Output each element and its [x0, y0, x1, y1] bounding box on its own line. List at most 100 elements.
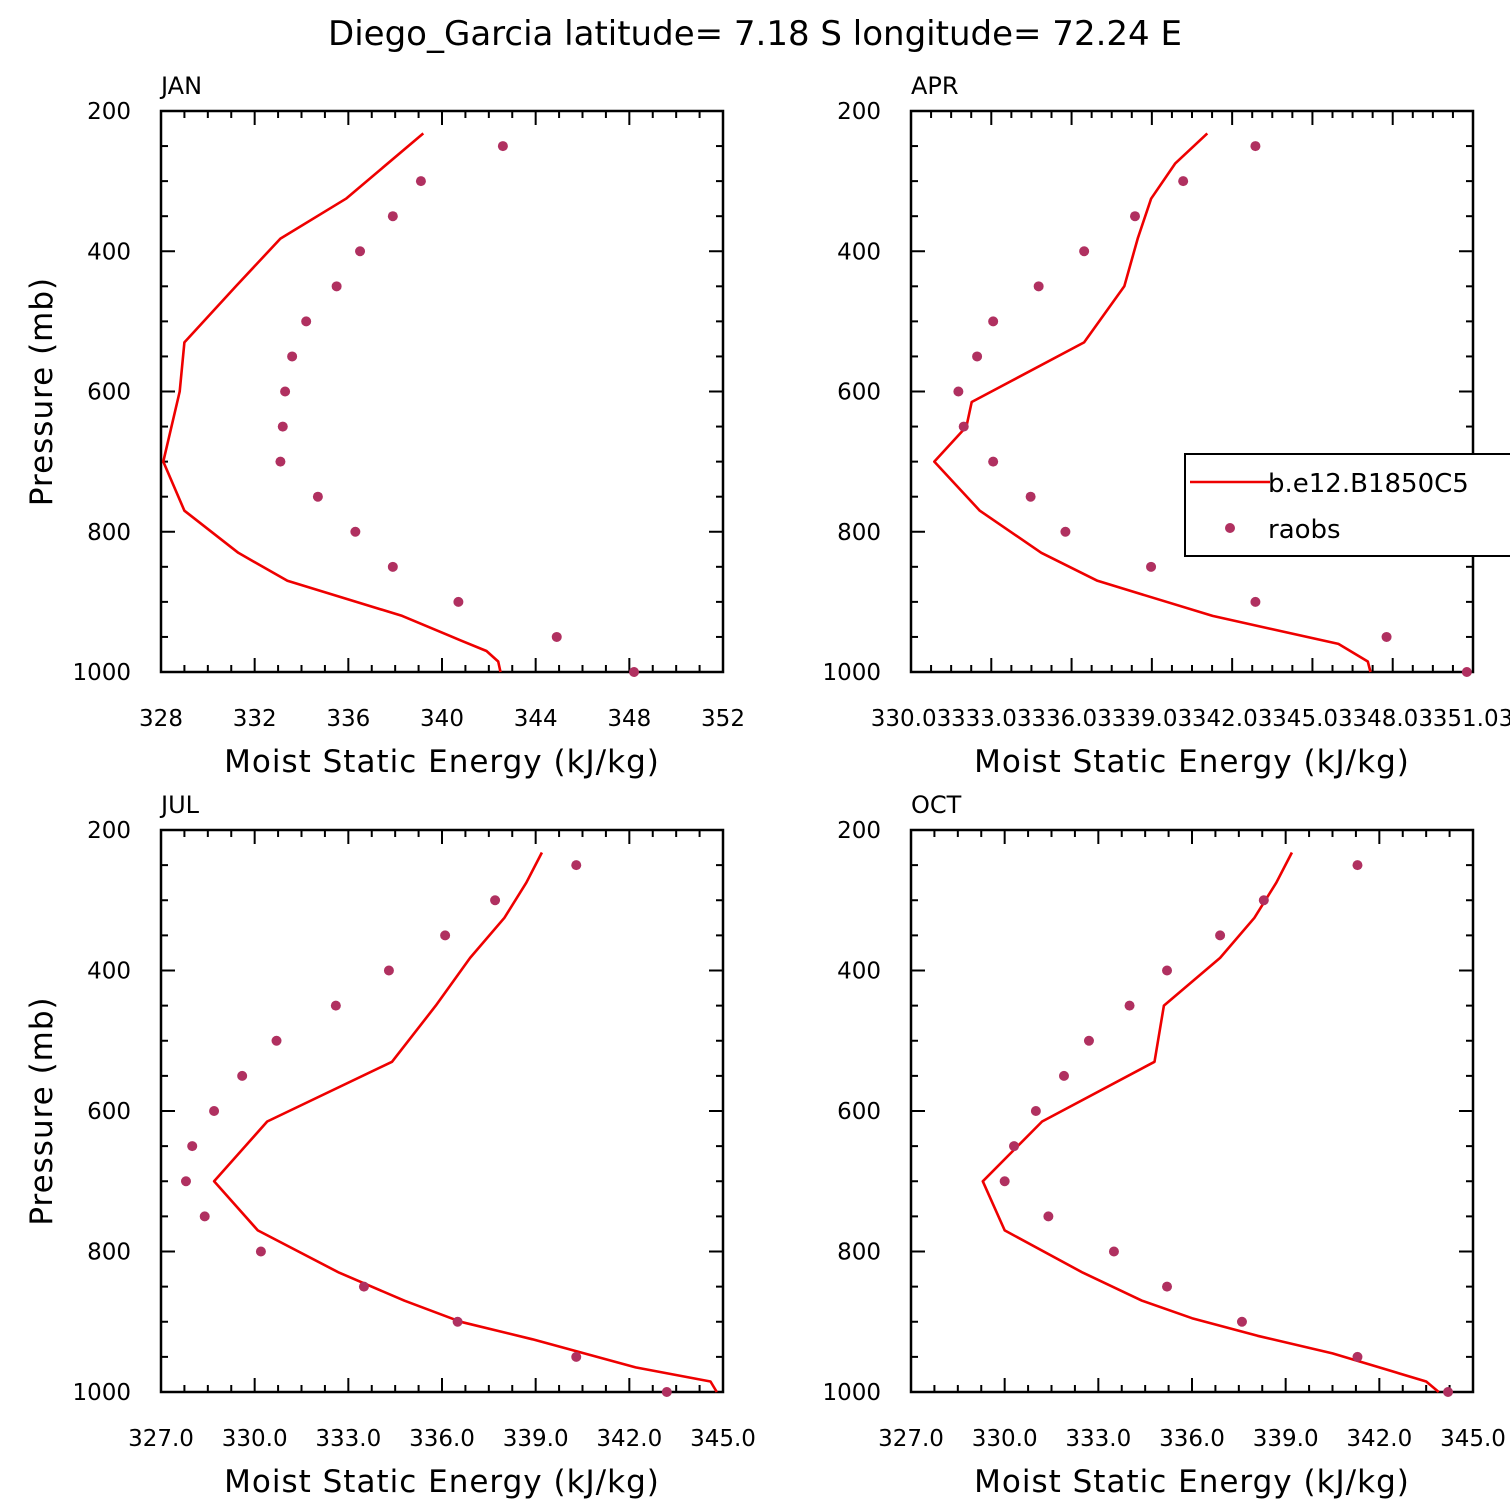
raobs-point [1162, 965, 1173, 976]
raobs-point [255, 1246, 266, 1257]
raobs-point [330, 1000, 341, 1011]
model-series-line [981, 851, 1440, 1393]
x-tick-label: 352 [701, 706, 745, 732]
panel-jul: JUL 327.0 330.0 333.0 336.0 339.0 342.0 345.0 20… [24, 791, 756, 1500]
raobs-point [237, 1070, 248, 1081]
raobs-point [1060, 526, 1071, 537]
panel-label: APR [911, 72, 959, 100]
model-series-line [932, 132, 1372, 673]
raobs-point [452, 1316, 463, 1327]
raobs-point [953, 386, 964, 397]
x-tick-label: 339.0 [503, 1426, 569, 1452]
x-tick-label: 336.0 [409, 1426, 475, 1452]
raobs-point [571, 860, 582, 871]
y-tick-label: 800 [837, 520, 881, 546]
y-tick-label: 1000 [822, 1380, 881, 1406]
raobs-point [1461, 667, 1472, 677]
raobs-point [1162, 1281, 1173, 1292]
x-tick-label: 336.03 [1031, 706, 1111, 732]
x-axis-label: Moist Static Energy (kJ/kg) [224, 744, 660, 780]
panel-label: JAN [159, 72, 202, 100]
raobs-point [571, 1351, 582, 1362]
raobs-point [453, 596, 464, 607]
x-tick-label: 330.03 [871, 706, 951, 732]
x-tick-label: 339.03 [1112, 706, 1192, 732]
raobs-point [331, 281, 342, 292]
y-tick-label: 200 [87, 99, 131, 125]
raobs-point [551, 631, 562, 642]
raobs-point [209, 1106, 220, 1116]
y-axis-label: Pressure (mb) [24, 277, 60, 506]
x-tick-label: 328 [139, 706, 183, 732]
raobs-point [1083, 1035, 1094, 1046]
raobs-point [187, 1141, 198, 1152]
raobs-point [1236, 1316, 1247, 1327]
raobs-point [271, 1035, 282, 1046]
y-tick-label: 200 [837, 99, 881, 125]
x-tick-label: 342.03 [1192, 706, 1272, 732]
panels: JAN 328 332 336 340 344 348 352 200 400 600 800 1000… [24, 72, 1510, 1500]
raobs-point [1352, 860, 1363, 871]
legend-model-label: b.e12.B1850C5 [1268, 469, 1469, 499]
raobs-point [280, 386, 291, 397]
x-tick-label: 351.03 [1433, 706, 1510, 732]
raobs-point [1352, 1351, 1363, 1362]
raobs-point [1178, 176, 1189, 187]
model-series-line [212, 851, 718, 1393]
x-tick-label: 333.0 [1065, 1426, 1131, 1452]
raobs-point [355, 246, 366, 257]
y-tick-label: 200 [837, 818, 881, 844]
raobs-point [1146, 561, 1157, 572]
raobs-point [1058, 1070, 1069, 1081]
y-tick-label: 1000 [72, 1380, 131, 1406]
x-tick-label: 340 [420, 706, 464, 732]
raobs-point [387, 561, 398, 572]
x-tick-label: 332 [233, 706, 277, 732]
raobs-point [1033, 281, 1044, 292]
x-tick-label: 327.0 [878, 1426, 944, 1452]
raobs-point [1025, 491, 1036, 502]
x-tick-label: 342.0 [1346, 1426, 1412, 1452]
x-tick-label: 342.0 [596, 1426, 662, 1452]
y-axis-label: Pressure (mb) [24, 996, 60, 1225]
y-tick-label: 1000 [72, 660, 131, 686]
panel-oct: OCT 327.0 330.0 333.0 336.0 339.0 342.0 345.0 20… [822, 791, 1505, 1500]
raobs-point [1124, 1000, 1135, 1011]
y-tick-label: 400 [87, 239, 131, 265]
x-tick-label: 336.0 [1159, 1426, 1225, 1452]
raobs-point [1443, 1387, 1454, 1397]
y-tick-label: 400 [837, 959, 881, 985]
x-tick-label: 345.0 [690, 1426, 756, 1452]
legend-obs-swatch [1225, 523, 1235, 533]
raobs-point [1250, 596, 1261, 607]
raobs-point [440, 930, 451, 941]
raobs-point [1009, 1141, 1020, 1152]
x-tick-label: 345.0 [1440, 1426, 1506, 1452]
raobs-point [383, 965, 394, 976]
panel-jan: JAN 328 332 336 340 344 348 352 200 400 600 800 1000… [24, 72, 745, 780]
raobs-point [312, 491, 323, 502]
y-tick-label: 400 [87, 959, 131, 985]
x-tick-label: 333.03 [951, 706, 1031, 732]
legend-box [1184, 453, 1510, 557]
x-tick-label: 345.03 [1272, 706, 1352, 732]
raobs-point [1079, 246, 1090, 257]
panel-label: JUL [159, 791, 200, 819]
raobs-point [358, 1281, 369, 1292]
y-tick-label: 600 [837, 1099, 881, 1125]
panel-label: OCT [911, 791, 962, 819]
raobs-point [1043, 1211, 1054, 1222]
raobs-point [350, 526, 361, 537]
raobs-point [629, 667, 640, 677]
y-tick-label: 800 [837, 1240, 881, 1266]
raobs-point [1129, 211, 1140, 222]
x-axis-label: Moist Static Energy (kJ/kg) [974, 744, 1410, 780]
y-tick-label: 200 [87, 818, 131, 844]
raobs-point [1215, 930, 1226, 941]
x-tick-label: 348.03 [1352, 706, 1432, 732]
raobs-point [999, 1176, 1010, 1187]
y-tick-label: 600 [87, 380, 131, 406]
raobs-point [661, 1387, 672, 1397]
x-tick-label: 333.0 [315, 1426, 381, 1452]
